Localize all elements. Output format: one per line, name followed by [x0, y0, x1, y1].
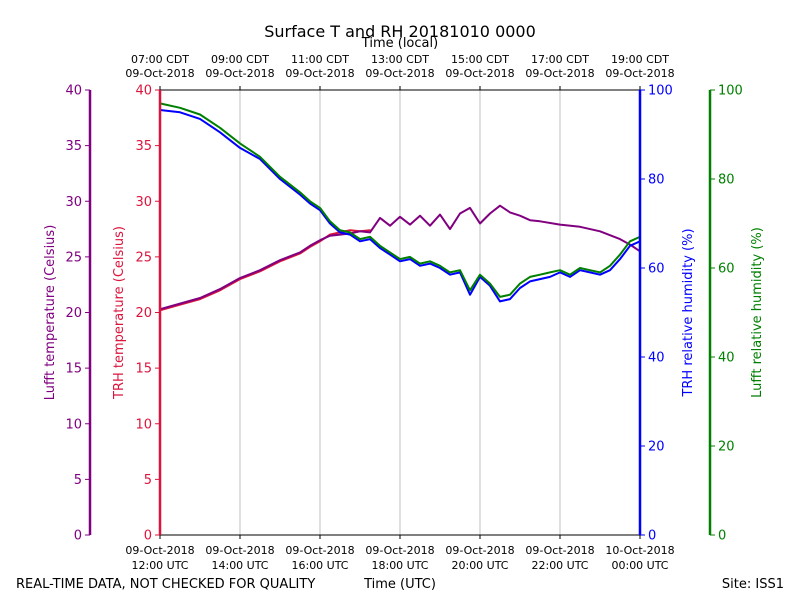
- y-tick-label-trh_rh: 80: [648, 173, 665, 188]
- y-tick-label-trh_rh: 0: [648, 529, 656, 544]
- x-tick-label-utc-time: 22:00 UTC: [531, 559, 588, 572]
- x-tick-label-local-date: 09-Oct-2018: [525, 67, 594, 80]
- x-tick-label-utc-time: 18:00 UTC: [371, 559, 428, 572]
- y-tick-label-lufft_rh: 60: [718, 262, 735, 277]
- x-tick-label-utc-time: 20:00 UTC: [451, 559, 508, 572]
- x-tick-label-utc-date: 09-Oct-2018: [125, 544, 194, 557]
- y-tick-label-lufft_temp: 30: [65, 195, 82, 210]
- y-tick-label-lufft_temp: 20: [65, 306, 82, 321]
- x-tick-label-utc-date: 09-Oct-2018: [285, 544, 354, 557]
- x-top-label: Time (local): [361, 36, 438, 51]
- y-tick-label-trh_temp: 10: [135, 417, 152, 432]
- y-tick-label-trh_temp: 20: [135, 306, 152, 321]
- series-line-trh-temperature: [159, 229, 371, 312]
- series-line-lufft-temperature: [159, 204, 641, 311]
- y-axis-label-trh_temp: TRH temperature (Celsius): [112, 226, 127, 400]
- axes-layer: 0 5 10 15 20 25 30 35 40 Lufft temperature (Celsi…: [43, 84, 765, 544]
- chart-title: Surface T and RH 20181010 0000: [264, 22, 536, 41]
- y-tick-label-trh_temp: 15: [135, 362, 152, 377]
- footer-x-label: Time (UTC): [363, 577, 436, 592]
- x-tick-label-local-time: 09:00 CDT: [211, 53, 269, 66]
- x-tick-label-local-date: 09-Oct-2018: [445, 67, 514, 80]
- x-tick-label-utc-time: 14:00 UTC: [211, 559, 268, 572]
- x-tick-label-utc-time: 16:00 UTC: [291, 559, 348, 572]
- x-tick-label-local-time: 13:00 CDT: [371, 53, 429, 66]
- y-tick-label-trh_temp: 0: [144, 529, 152, 544]
- x-tick-label-local-date: 09-Oct-2018: [125, 67, 194, 80]
- y-tick-label-lufft_temp: 35: [65, 139, 82, 154]
- x-tick-label-local-time: 17:00 CDT: [531, 53, 589, 66]
- x-tick-label-local-date: 09-Oct-2018: [285, 67, 354, 80]
- y-tick-label-lufft_rh: 100: [718, 84, 743, 99]
- y-axis-label-lufft_temp: Lufft temperature (Celsius): [43, 225, 58, 401]
- x-tick-label-utc-date: 09-Oct-2018: [445, 544, 514, 557]
- y-tick-label-lufft_rh: 0: [718, 529, 726, 544]
- y-axis-label-trh_rh: TRH relative humidity (%): [681, 228, 696, 397]
- y-tick-label-lufft_temp: 10: [65, 417, 82, 432]
- x-tick-label-local-time: 11:00 CDT: [291, 53, 349, 66]
- x-tick-label-local-time: 19:00 CDT: [611, 53, 669, 66]
- y-tick-label-trh_rh: 100: [648, 84, 673, 99]
- x-tick-label-local-date: 09-Oct-2018: [205, 67, 274, 80]
- y-tick-label-lufft_temp: 15: [65, 362, 82, 377]
- y-tick-label-trh_temp: 40: [135, 84, 152, 99]
- series-line-trh-relative-humidity: [159, 109, 641, 303]
- x-tick-label-utc-date: 09-Oct-2018: [205, 544, 274, 557]
- x-tick-label-utc-date: 09-Oct-2018: [365, 544, 434, 557]
- series-line-lufft-relative-humidity: [159, 102, 641, 298]
- x-tick-label-utc-date: 10-Oct-2018: [605, 544, 674, 557]
- x-tick-label-local-time: 15:00 CDT: [451, 53, 509, 66]
- y-tick-label-lufft_rh: 40: [718, 351, 735, 366]
- y-tick-label-trh_temp: 5: [144, 473, 152, 488]
- y-axis-label-lufft_rh: Lufft relative humidity (%): [750, 227, 765, 398]
- footer-quality-note: REAL-TIME DATA, NOT CHECKED FOR QUALITY: [16, 577, 315, 592]
- grid-layer: [239, 90, 561, 535]
- x-tick-label-utc-time: 12:00 UTC: [131, 559, 188, 572]
- x-tick-label-utc-time: 00:00 UTC: [611, 559, 668, 572]
- y-tick-label-trh_temp: 25: [135, 250, 152, 265]
- y-tick-label-lufft_temp: 25: [65, 250, 82, 265]
- y-tick-label-trh_rh: 20: [648, 440, 665, 455]
- y-tick-label-lufft_rh: 80: [718, 173, 735, 188]
- x-tick-label-utc-date: 09-Oct-2018: [525, 544, 594, 557]
- y-tick-label-trh_rh: 60: [648, 262, 665, 277]
- y-tick-label-lufft_rh: 20: [718, 440, 735, 455]
- series-layer: [159, 102, 641, 312]
- footer-site: Site: ISS1: [722, 577, 784, 592]
- y-tick-label-lufft_temp: 5: [74, 473, 82, 488]
- y-tick-label-lufft_temp: 0: [74, 529, 82, 544]
- x-tick-label-local-time: 07:00 CDT: [131, 53, 189, 66]
- y-tick-label-lufft_temp: 40: [65, 84, 82, 99]
- y-tick-label-trh_rh: 40: [648, 351, 665, 366]
- x-tick-label-local-date: 09-Oct-2018: [365, 67, 434, 80]
- y-tick-label-trh_temp: 30: [135, 195, 152, 210]
- x-tick-label-local-date: 09-Oct-2018: [605, 67, 674, 80]
- y-tick-label-trh_temp: 35: [135, 139, 152, 154]
